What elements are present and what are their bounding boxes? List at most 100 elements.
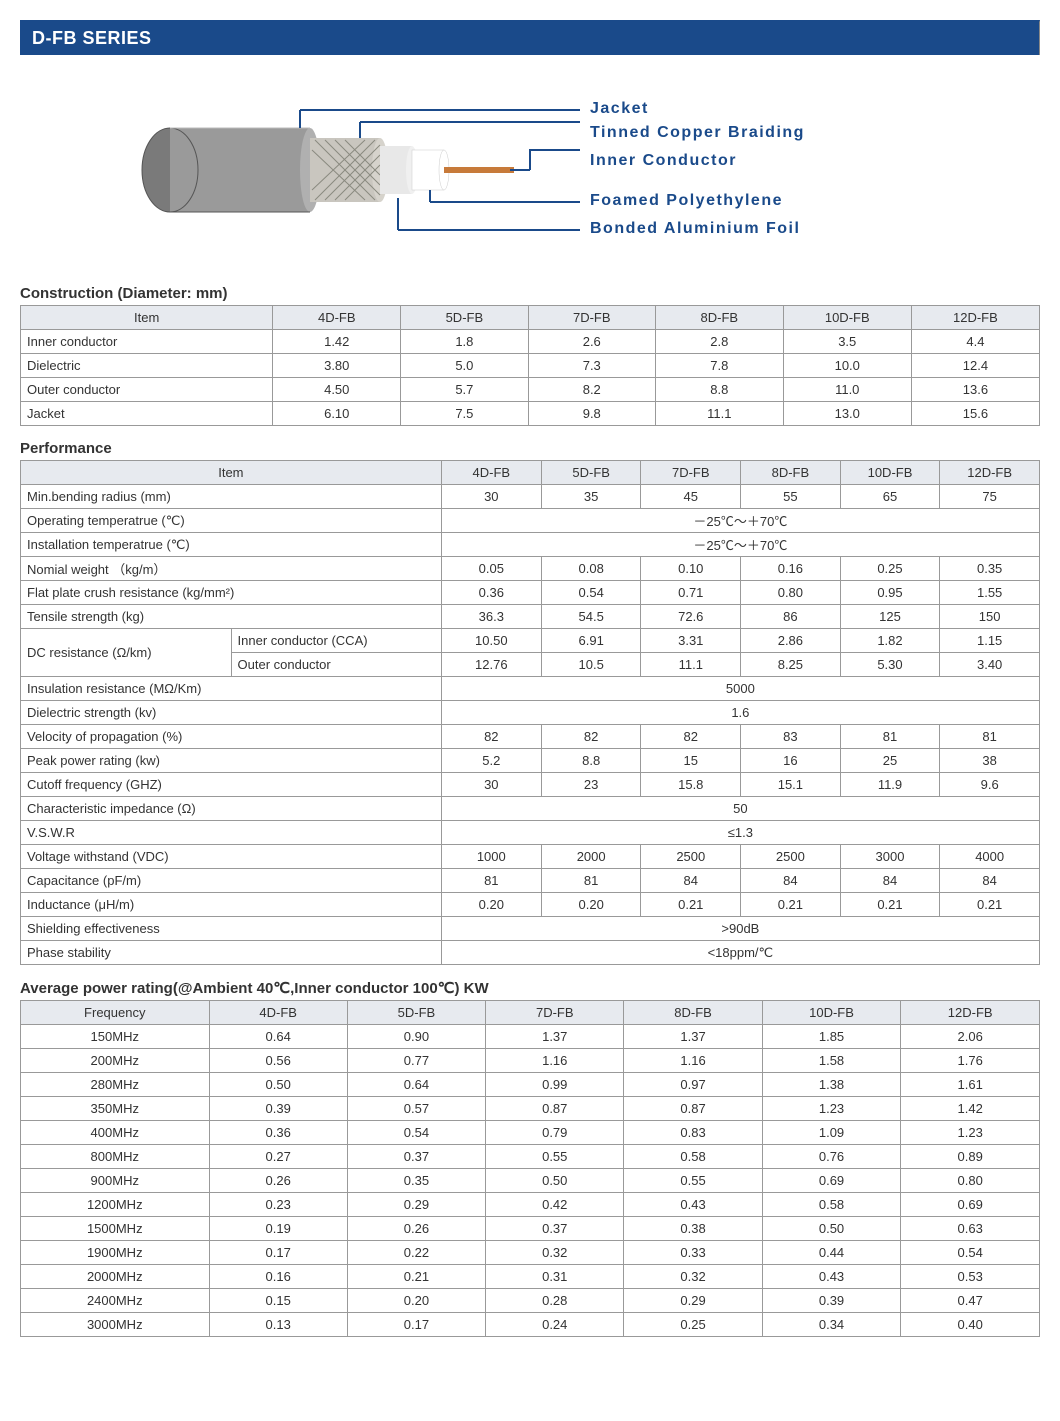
freq-cell: 2000MHz (21, 1265, 210, 1289)
th: 10D-FB (840, 461, 940, 485)
value-cell: 0.69 (901, 1193, 1040, 1217)
value-cell: 4.4 (911, 330, 1039, 354)
series-banner: D-FB SERIES (20, 20, 1040, 55)
value-cell: 0.56 (209, 1049, 347, 1073)
value-cell: 0.21 (940, 893, 1040, 917)
value-cell: 0.79 (486, 1121, 624, 1145)
table-row: Installation temperatrue (℃)－25℃～＋70℃ (21, 533, 1040, 557)
value-cell: 81 (441, 869, 541, 893)
value-cell: 8.25 (741, 653, 841, 677)
value-cell: 10.0 (783, 354, 911, 378)
value-cell: 81 (541, 869, 641, 893)
value-cell: 36.3 (441, 605, 541, 629)
value-cell: 11.9 (840, 773, 940, 797)
value-cell: 0.53 (901, 1265, 1040, 1289)
item-cell: Installation temperatrue (℃) (21, 533, 442, 557)
value-cell: 0.13 (209, 1313, 347, 1337)
table-row: Phase stability<18ppm/℃ (21, 941, 1040, 965)
value-cell: 0.43 (762, 1265, 901, 1289)
value-cell: 0.89 (901, 1145, 1040, 1169)
table-row: 900MHz0.260.350.500.550.690.80 (21, 1169, 1040, 1193)
label-jacket: Jacket (590, 100, 649, 118)
value-cell: 38 (940, 749, 1040, 773)
th: 12D-FB (901, 1001, 1040, 1025)
value-cell: 0.69 (762, 1169, 901, 1193)
table-row: Tensile strength (kg)36.354.572.68612515… (21, 605, 1040, 629)
value-cell: 0.80 (741, 581, 841, 605)
th: 5D-FB (541, 461, 641, 485)
value-cell: 0.21 (840, 893, 940, 917)
span-cell: －25℃～＋70℃ (441, 533, 1039, 557)
value-cell: 125 (840, 605, 940, 629)
sub-cell: Outer conductor (231, 653, 441, 677)
table-row: Min.bending radius (mm)303545556575 (21, 485, 1040, 509)
value-cell: 0.21 (741, 893, 841, 917)
value-cell: 0.26 (347, 1217, 485, 1241)
performance-table: Item4D-FB5D-FB7D-FB8D-FB10D-FB12D-FBMin.… (20, 460, 1040, 965)
freq-cell: 2400MHz (21, 1289, 210, 1313)
value-cell: 1.09 (762, 1121, 901, 1145)
value-cell: 0.97 (624, 1073, 762, 1097)
value-cell: 0.21 (347, 1265, 485, 1289)
value-cell: 3.31 (641, 629, 741, 653)
value-cell: 10.50 (441, 629, 541, 653)
value-cell: 12.4 (911, 354, 1039, 378)
value-cell: 35 (541, 485, 641, 509)
value-cell: 81 (840, 725, 940, 749)
th: 10D-FB (783, 306, 911, 330)
value-cell: 1.61 (901, 1073, 1040, 1097)
table-row: 1900MHz0.170.220.320.330.440.54 (21, 1241, 1040, 1265)
value-cell: 7.3 (528, 354, 655, 378)
label-foam: Foamed Polyethylene (590, 192, 783, 210)
callout-lines (140, 80, 920, 260)
label-braid: Tinned Copper Braiding (590, 124, 805, 142)
value-cell: 0.87 (486, 1097, 624, 1121)
value-cell: 0.23 (209, 1193, 347, 1217)
value-cell: 6.10 (273, 402, 401, 426)
table-row: 150MHz0.640.901.371.371.852.06 (21, 1025, 1040, 1049)
th: Item (21, 306, 273, 330)
value-cell: 0.39 (209, 1097, 347, 1121)
value-cell: 8.8 (541, 749, 641, 773)
th: Item (21, 461, 442, 485)
value-cell: 0.54 (347, 1121, 485, 1145)
item-cell: Inner conductor (21, 330, 273, 354)
item-cell: Velocity of propagation (%) (21, 725, 442, 749)
table-row: 2000MHz0.160.210.310.320.430.53 (21, 1265, 1040, 1289)
span-cell: ≤1.3 (441, 821, 1039, 845)
value-cell: 0.63 (901, 1217, 1040, 1241)
value-cell: 72.6 (641, 605, 741, 629)
table-row: Jacket6.107.59.811.113.015.6 (21, 402, 1040, 426)
value-cell: 0.80 (901, 1169, 1040, 1193)
value-cell: 55 (741, 485, 841, 509)
value-cell: 12.76 (441, 653, 541, 677)
cable-diagram: Jacket Tinned Copper Braiding Inner Cond… (140, 80, 920, 260)
value-cell: 1.42 (901, 1097, 1040, 1121)
value-cell: 0.35 (940, 557, 1040, 581)
value-cell: 5.7 (401, 378, 528, 402)
value-cell: 0.16 (209, 1265, 347, 1289)
value-cell: 1000 (441, 845, 541, 869)
value-cell: 0.47 (901, 1289, 1040, 1313)
value-cell: 0.28 (486, 1289, 624, 1313)
value-cell: 16 (741, 749, 841, 773)
table-row: Inner conductor1.421.82.62.83.54.4 (21, 330, 1040, 354)
value-cell: 0.37 (347, 1145, 485, 1169)
value-cell: 2500 (641, 845, 741, 869)
value-cell: 75 (940, 485, 1040, 509)
th: 7D-FB (486, 1001, 624, 1025)
item-cell: Nomial weight （kg/m） (21, 557, 442, 581)
value-cell: 81 (940, 725, 1040, 749)
table-row: Cutoff frequency (GHZ)302315.815.111.99.… (21, 773, 1040, 797)
span-cell: >90dB (441, 917, 1039, 941)
value-cell: 5.0 (401, 354, 528, 378)
item-cell: Cutoff frequency (GHZ) (21, 773, 442, 797)
item-cell: Insulation resistance (MΩ/Km) (21, 677, 442, 701)
freq-cell: 150MHz (21, 1025, 210, 1049)
value-cell: 0.17 (347, 1313, 485, 1337)
value-cell: 9.8 (528, 402, 655, 426)
value-cell: 82 (441, 725, 541, 749)
th: 10D-FB (762, 1001, 901, 1025)
construction-title: Construction (Diameter: mm) (20, 285, 1040, 302)
label-inner: Inner Conductor (590, 152, 737, 170)
